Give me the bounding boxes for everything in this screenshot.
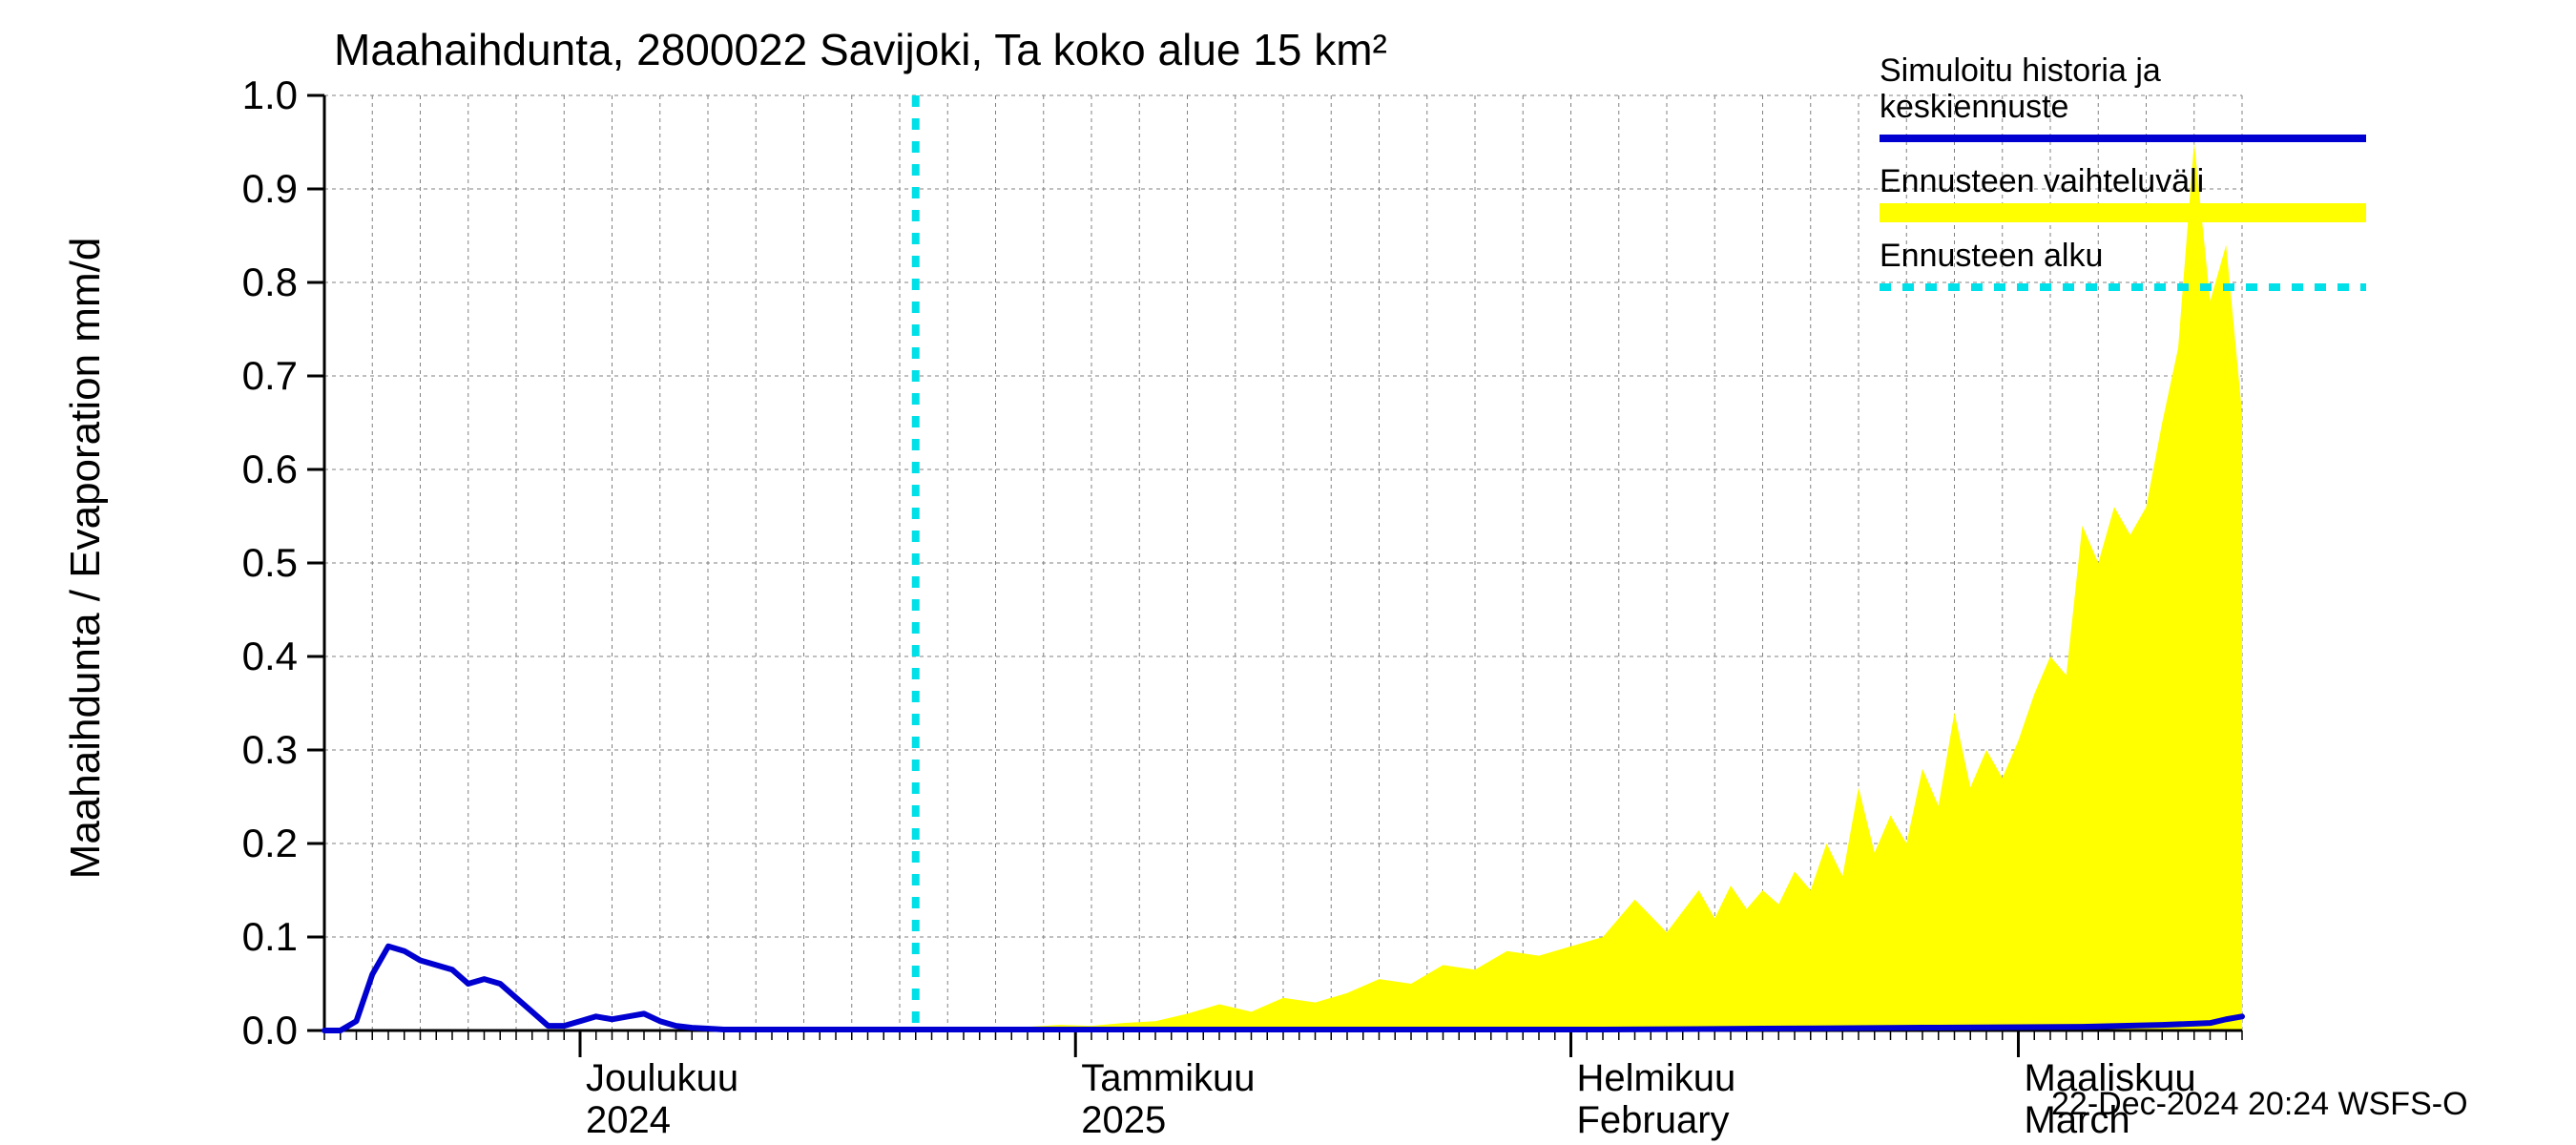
x-tick-label-bot: February: [1577, 1099, 1730, 1142]
y-tick-label: 0.6: [219, 447, 298, 492]
legend-item-label: Ennusteen vaihteluväli: [1880, 163, 2204, 200]
y-tick-label: 0.2: [219, 821, 298, 866]
legend-item-label: keskiennuste: [1880, 89, 2068, 126]
y-tick-label: 0.9: [219, 166, 298, 212]
y-tick-label: 0.8: [219, 260, 298, 305]
chart-container: { "chart": { "type": "line+area", "title…: [0, 0, 2576, 1145]
y-tick-label: 1.0: [219, 73, 298, 118]
y-tick-label: 0.4: [219, 634, 298, 679]
footer-timestamp: 22-Dec-2024 20:24 WSFS-O: [2051, 1086, 2468, 1123]
x-tick-label-top: Tammikuu: [1081, 1057, 1255, 1100]
x-tick-label-top: Helmikuu: [1577, 1057, 1736, 1100]
legend-item-label: Simuloitu historia ja: [1880, 52, 2161, 90]
x-tick-label-bot: 2024: [586, 1099, 671, 1142]
y-tick-label: 0.0: [219, 1008, 298, 1053]
y-tick-label: 0.7: [219, 353, 298, 399]
y-tick-label: 0.3: [219, 727, 298, 773]
x-tick-label-bot: 2025: [1081, 1099, 1166, 1142]
legend-item-label: Ennusteen alku: [1880, 238, 2103, 275]
y-tick-label: 0.5: [219, 540, 298, 586]
y-tick-label: 0.1: [219, 914, 298, 960]
x-tick-label-top: Joulukuu: [586, 1057, 738, 1100]
